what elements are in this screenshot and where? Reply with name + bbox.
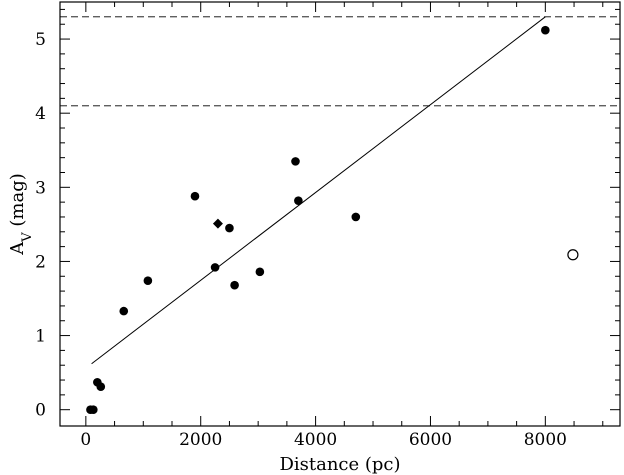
data-point (225, 223, 234, 233)
x-tick-label: 6000 (409, 430, 452, 450)
x-tick-label: 0 (80, 430, 91, 450)
data-point (143, 276, 153, 286)
plot-frame (59, 1, 621, 427)
x-tick-label: 4000 (294, 430, 337, 450)
data-point (541, 25, 550, 35)
data-point (255, 267, 265, 277)
data-point-diamond (212, 218, 223, 229)
x-axis-label: Distance (pc) (279, 454, 400, 475)
y-tick-label: 1 (35, 327, 46, 347)
data-point (119, 306, 129, 316)
data-point (294, 196, 303, 205)
data-point (96, 382, 106, 392)
data-point-open (567, 249, 579, 261)
y-tick-label: 5 (35, 30, 46, 50)
fit-line (91, 16, 546, 365)
y-tick-label: 4 (35, 104, 46, 124)
data-point (89, 405, 98, 414)
data-point (291, 157, 300, 166)
y-tick-label: 2 (35, 252, 46, 272)
y-tick-label: 3 (35, 178, 46, 198)
data-point (230, 280, 239, 290)
data-point (210, 263, 220, 272)
x-tick-label: 2000 (179, 430, 222, 450)
data-point (190, 191, 200, 201)
y-axis-label: AV (mag) (7, 173, 35, 255)
x-tick-label: 8000 (524, 430, 567, 450)
y-tick-label: 0 (35, 401, 46, 421)
data-point (351, 212, 361, 222)
